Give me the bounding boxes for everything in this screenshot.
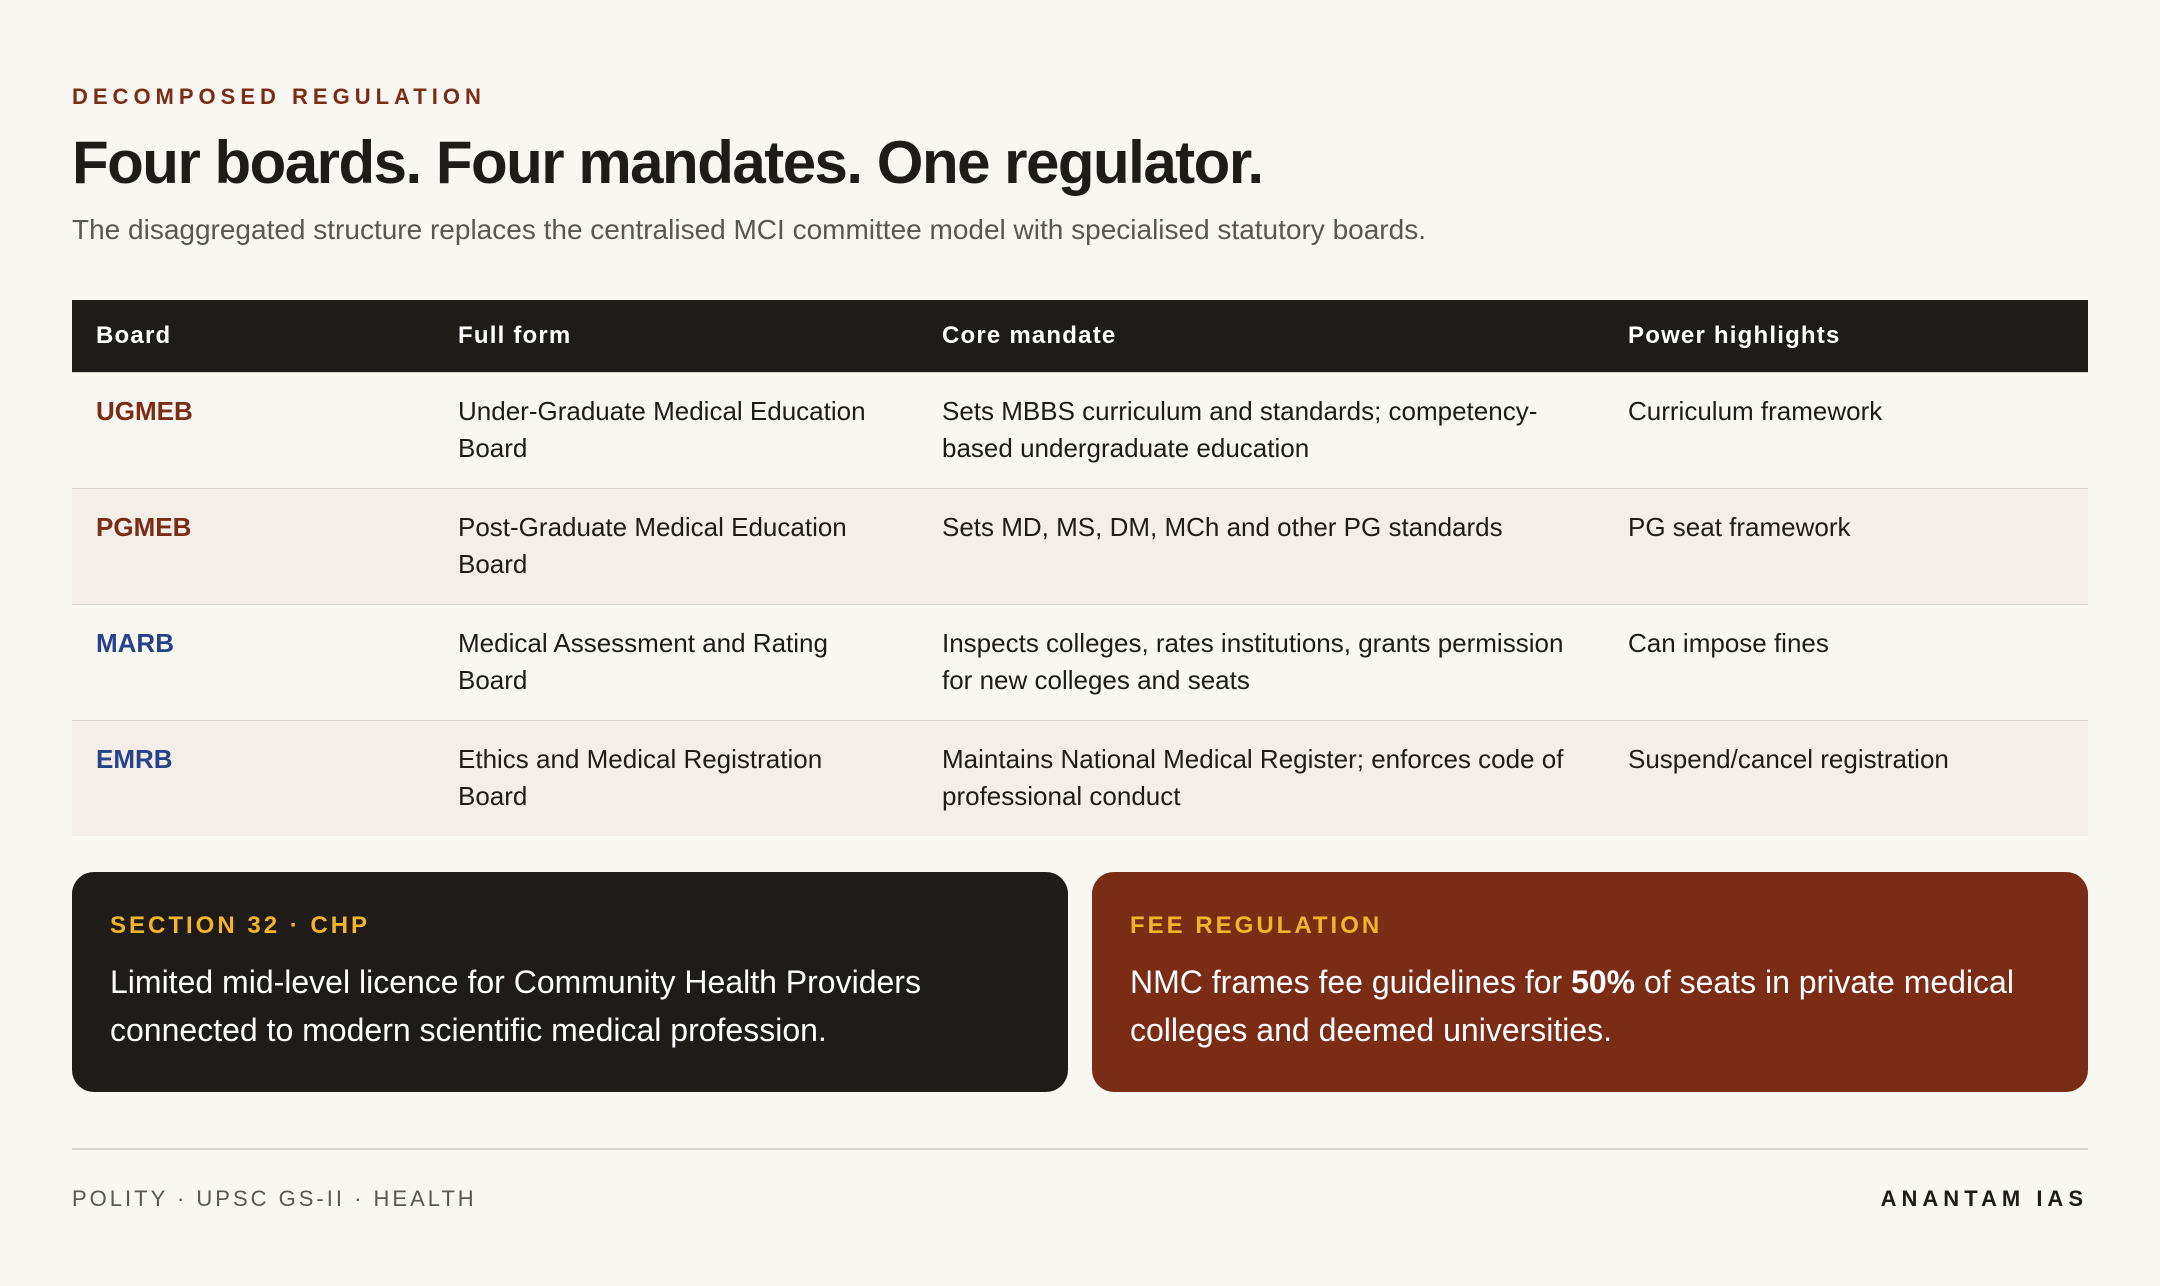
column-header-board: Board	[72, 300, 434, 373]
board-mandate: Inspects colleges, rates institutions, g…	[918, 604, 1604, 721]
footer-brand: ANANTAM IAS	[1880, 1186, 2088, 1211]
table-header-row: Board Full form Core mandate Power highl…	[72, 300, 2088, 373]
board-power: Can impose fines	[1604, 604, 2088, 721]
table-row: MARB Medical Assessment and Rating Board…	[72, 604, 2088, 721]
footer-category: POLITY · UPSC GS-II · HEALTH	[72, 1186, 477, 1211]
board-power: Suspend/cancel registration	[1604, 720, 2088, 836]
board-power: Curriculum framework	[1604, 372, 2088, 489]
fee-body-percentage: 50%	[1571, 964, 1636, 1000]
column-header-power-highlights: Power highlights	[1604, 300, 2088, 373]
fee-body-pre: NMC frames fee guidelines for	[1130, 964, 1572, 1000]
table-row: EMRB Ethics and Medical Registration Boa…	[72, 720, 2088, 836]
board-mandate: Sets MD, MS, DM, MCh and other PG standa…	[918, 488, 1604, 605]
table-row: PGMEB Post-Graduate Medical Education Bo…	[72, 488, 2088, 605]
column-header-core-mandate: Core mandate	[918, 300, 1604, 373]
board-mandate: Maintains National Medical Register; enf…	[918, 720, 1604, 836]
page-title: Four boards. Four mandates. One regulato…	[72, 129, 1264, 196]
board-full-form: Ethics and Medical Registration Board	[434, 720, 918, 836]
chp-callout: SECTION 32 · CHP Limited mid-level licen…	[72, 872, 1068, 1092]
board-power: PG seat framework	[1604, 488, 2088, 605]
chp-callout-body: Limited mid-level licence for Community …	[110, 964, 921, 1048]
fee-callout-body: NMC frames fee guidelines for 50% of sea…	[1130, 958, 2050, 1054]
board-full-form: Post-Graduate Medical Education Board	[434, 488, 918, 605]
board-full-form: Under-Graduate Medical Education Board	[434, 372, 918, 489]
table-row: UGMEB Under-Graduate Medical Education B…	[72, 372, 2088, 489]
board-code: MARB	[72, 604, 434, 721]
chp-callout-tag: SECTION 32 · CHP	[110, 912, 371, 939]
footer-divider	[72, 1148, 2088, 1150]
board-code: UGMEB	[72, 372, 434, 489]
boards-table: Board Full form Core mandate Power highl…	[72, 300, 2088, 836]
page-subtitle: The disaggregated structure replaces the…	[72, 214, 1426, 245]
fee-body-post: of seats in private medical colleges and…	[1130, 964, 2014, 1048]
fee-callout-tag: FEE REGULATION	[1130, 912, 1383, 939]
board-mandate: Sets MBBS curriculum and standards; comp…	[918, 372, 1604, 489]
board-code: PGMEB	[72, 488, 434, 605]
eyebrow-label: DECOMPOSED REGULATION	[72, 84, 486, 109]
board-full-form: Medical Assessment and Rating Board	[434, 604, 918, 721]
column-header-full-form: Full form	[434, 300, 918, 373]
fee-callout: FEE REGULATION NMC frames fee guidelines…	[1092, 872, 2088, 1092]
board-code: EMRB	[72, 720, 434, 836]
